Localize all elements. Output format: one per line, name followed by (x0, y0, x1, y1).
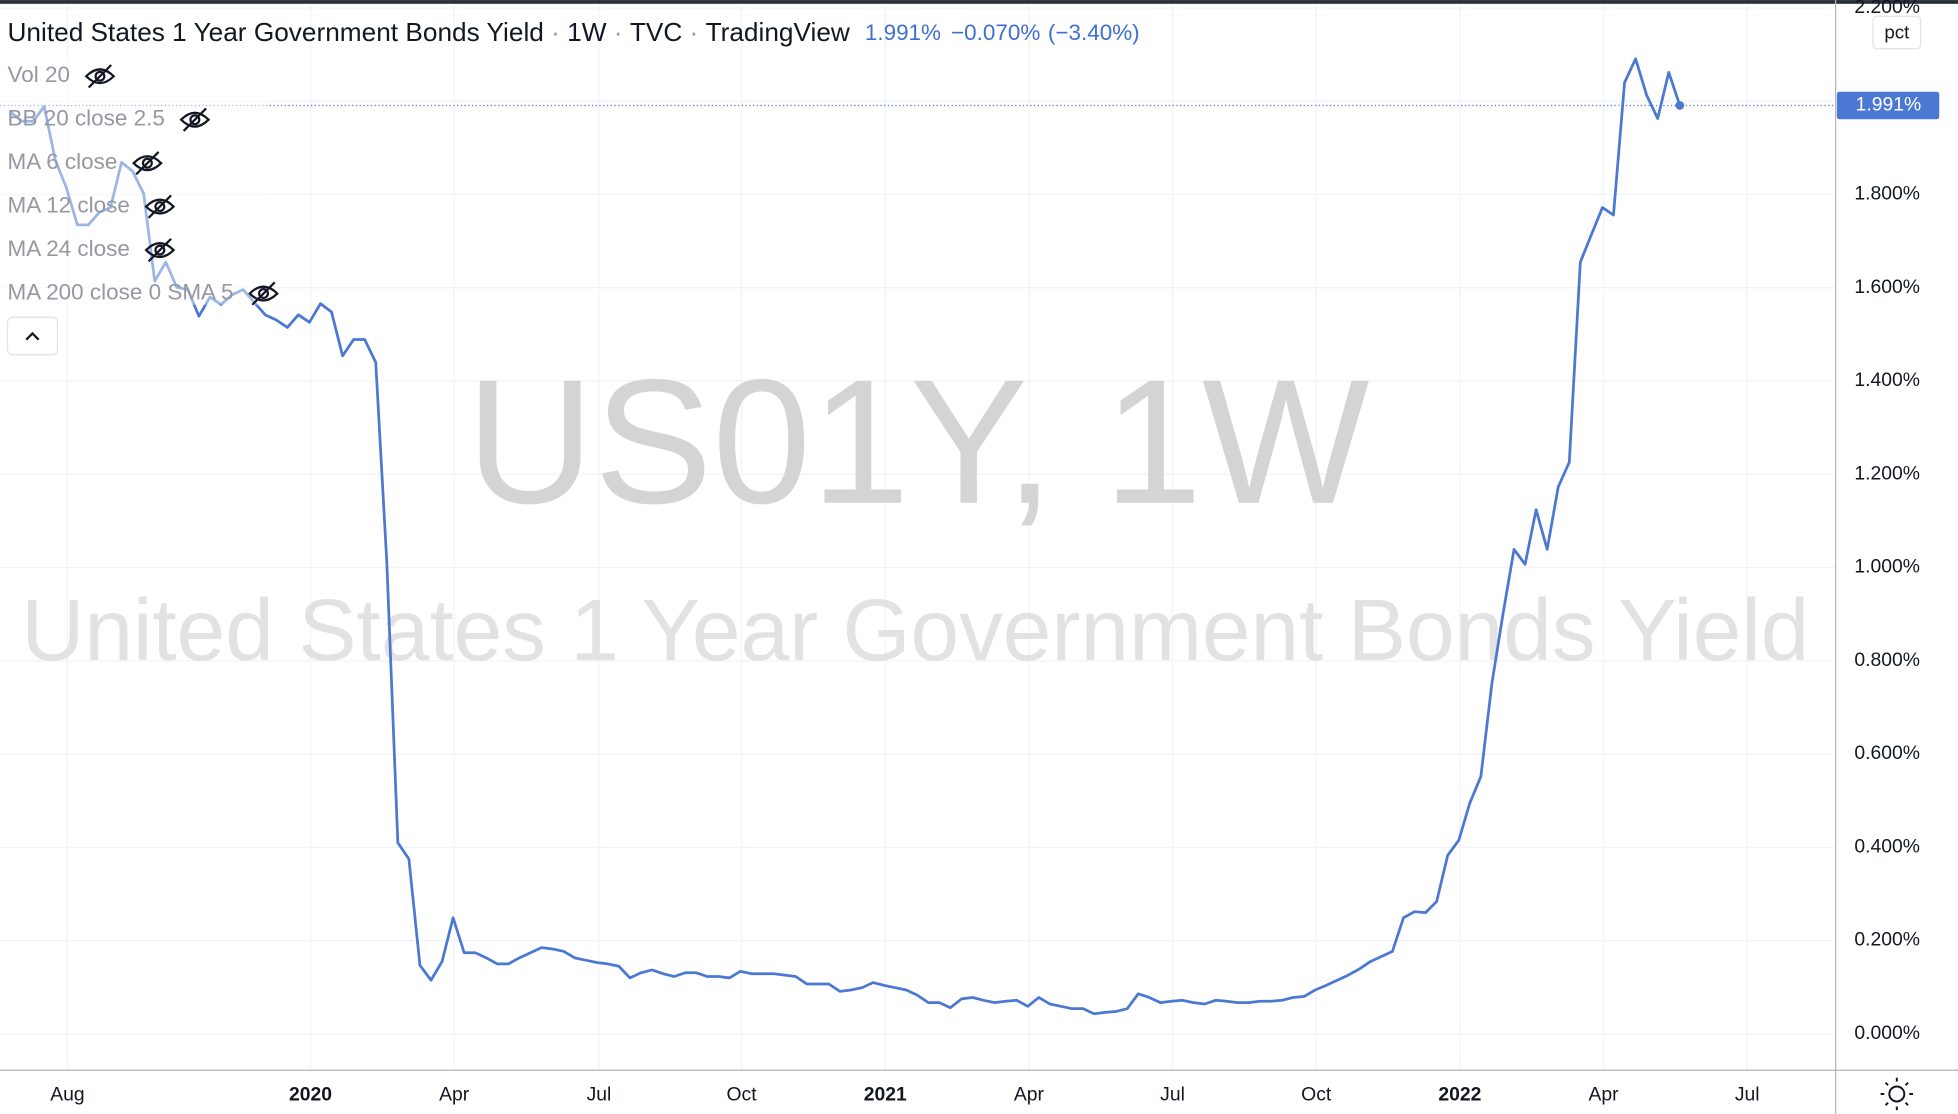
y-tick-label: 0.800% (1854, 649, 1920, 671)
x-tick-label: Oct (1301, 1083, 1332, 1105)
price-tag (1836, 91, 1940, 120)
hidden-eye-icon[interactable] (132, 151, 163, 176)
symbol-title: United States 1 Year Government Bonds Yi… (7, 17, 543, 47)
y-tick-label: 0.200% (1854, 929, 1920, 951)
legend: Vol 20 BB 20 close 2.5 MA 6 close MA 12 clo… (7, 62, 279, 306)
x-tick-label: Apr (1588, 1083, 1619, 1105)
hidden-eye-icon[interactable] (144, 238, 176, 263)
hidden-eye-icon[interactable] (84, 64, 116, 89)
header: United States 1 Year Government Bonds Yi… (7, 17, 1139, 47)
button-frame[interactable] (1872, 15, 1922, 50)
x-tick-label: 2020 (289, 1083, 332, 1105)
eye-pupil (154, 201, 166, 213)
hidden-eye-icon[interactable] (144, 194, 176, 219)
x-tick-label: Oct (726, 1083, 757, 1105)
eye-slash (87, 64, 112, 89)
legend-veil (0, 55, 269, 305)
x-tick-label: Jul (1735, 1083, 1760, 1105)
eye-pupil (94, 70, 106, 82)
separator: · (544, 17, 567, 47)
y-tick-label: 1.800% (1854, 183, 1920, 205)
y-tick-label: 0.600% (1854, 742, 1920, 764)
collapse-button[interactable] (6, 316, 59, 356)
x-tick-label: Aug (50, 1083, 84, 1105)
separator: · (682, 17, 705, 47)
axes: 0.000% 0.200% 0.400% 0.600% 0.800% 1.000% 1.20… (50, 0, 1940, 1105)
change-pct: (−3.40%) (1048, 20, 1140, 45)
eye-pupil (141, 157, 153, 169)
x-tick-label: Jul (1160, 1083, 1185, 1105)
eye-slash (147, 194, 172, 219)
x-tick-label: Apr (439, 1083, 470, 1105)
y-tick-label: 1.400% (1854, 369, 1920, 391)
eye-pupil (189, 114, 201, 126)
separator: · (607, 17, 630, 47)
eye-pupil (258, 288, 270, 300)
y-tick-label: 1.200% (1854, 462, 1920, 484)
scale-label[interactable]: pct (1884, 22, 1910, 43)
y-tick-label: 1.000% (1854, 556, 1920, 578)
interval: 1W (567, 17, 607, 47)
gear-body[interactable] (1888, 1085, 1906, 1103)
price-line (10, 57, 1682, 1016)
x-tick-label: Apr (1014, 1083, 1045, 1105)
scale-button[interactable]: pct (1872, 15, 1922, 50)
hidden-eye-icon[interactable] (179, 107, 211, 132)
exchange: TVC (630, 17, 682, 47)
x-tick-label: 2021 (864, 1083, 907, 1105)
eye-slash (182, 107, 207, 132)
eye-slash (147, 238, 172, 263)
hidden-eye-icon[interactable] (248, 281, 279, 306)
change: −0.070% (951, 20, 1040, 45)
y-tick-label: 2.200% (1854, 0, 1920, 18)
button-frame[interactable] (6, 316, 59, 356)
y-tick-label: 1.600% (1854, 276, 1920, 298)
x-tick-label: Jul (587, 1083, 612, 1105)
indicator-label: BB 20 close 2.5 (7, 106, 164, 131)
eye-slash (135, 151, 160, 176)
indicator-label: MA 24 close (7, 236, 129, 261)
indicator-label: MA 200 close 0 SMA 5 (7, 279, 233, 304)
watermark-symbol: US01Y, 1W (466, 342, 1369, 541)
indicator-label: Vol 20 (7, 62, 69, 87)
settings-icon[interactable] (1880, 1077, 1914, 1111)
caret-icon[interactable] (25, 331, 40, 341)
last-point (1675, 101, 1685, 110)
top-bar (0, 0, 1958, 4)
watermark-description: United States 1 Year Government Bonds Yi… (21, 581, 1809, 679)
plot (0, 57, 1836, 1016)
indicator-label: MA 12 close (7, 193, 129, 218)
indicator-label: MA 6 close (7, 149, 117, 174)
gear-teeth[interactable] (1880, 1077, 1914, 1111)
source: TradingView (706, 17, 850, 47)
eye-pupil (154, 244, 166, 256)
x-tick-label: 2022 (1438, 1083, 1481, 1105)
y-tick-label: 0.400% (1854, 835, 1920, 857)
last-price: 1.991% (865, 20, 941, 45)
eye-slash (251, 281, 276, 306)
y-tick-label: 0.000% (1854, 1022, 1920, 1044)
grid (0, 0, 1836, 1071)
price-tag-label: 1.991% (1856, 94, 1922, 116)
